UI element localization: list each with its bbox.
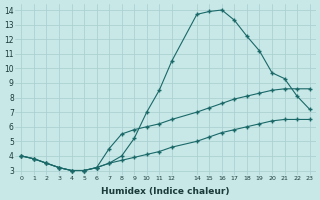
X-axis label: Humidex (Indice chaleur): Humidex (Indice chaleur): [101, 187, 230, 196]
